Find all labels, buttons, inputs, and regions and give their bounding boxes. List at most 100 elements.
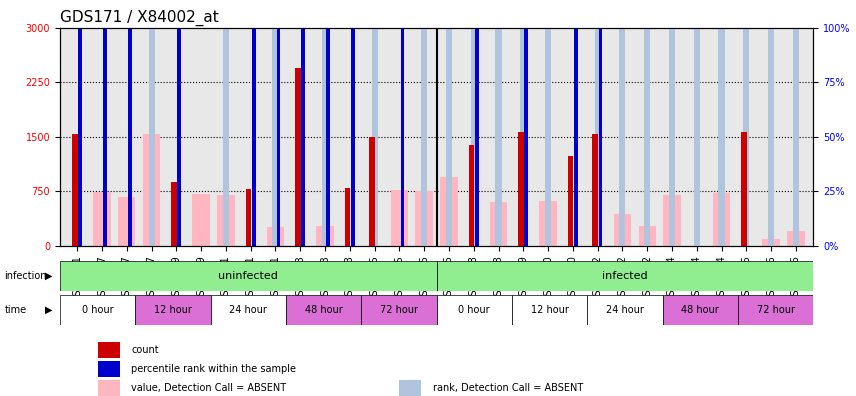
Bar xyxy=(317,226,334,246)
Bar xyxy=(223,0,229,246)
Text: 72 hour: 72 hour xyxy=(757,305,794,315)
Bar xyxy=(741,131,746,246)
Bar xyxy=(574,0,578,246)
Bar xyxy=(104,0,107,246)
Bar xyxy=(98,380,120,396)
Text: infected: infected xyxy=(602,271,648,281)
Bar xyxy=(592,134,597,246)
Bar xyxy=(93,192,110,246)
Text: 0 hour: 0 hour xyxy=(82,305,113,315)
Bar xyxy=(118,197,135,246)
Bar xyxy=(143,134,160,246)
Bar xyxy=(128,0,132,246)
Text: 24 hour: 24 hour xyxy=(229,305,267,315)
Bar xyxy=(295,68,300,246)
Text: uninfected: uninfected xyxy=(218,271,278,281)
Bar xyxy=(276,0,280,246)
FancyBboxPatch shape xyxy=(663,295,738,325)
Text: infection: infection xyxy=(4,271,47,281)
Bar xyxy=(475,0,479,246)
FancyBboxPatch shape xyxy=(587,295,663,325)
Text: value, Detection Call = ABSENT: value, Detection Call = ABSENT xyxy=(132,383,287,393)
Bar xyxy=(301,0,305,246)
Bar xyxy=(520,0,526,246)
Bar xyxy=(525,0,528,246)
Bar xyxy=(177,0,181,246)
Bar xyxy=(351,0,354,246)
FancyBboxPatch shape xyxy=(437,261,813,291)
Bar xyxy=(788,231,805,246)
Text: 12 hour: 12 hour xyxy=(531,305,568,315)
Bar xyxy=(614,214,631,246)
Bar xyxy=(496,0,502,246)
Bar xyxy=(669,0,675,246)
Text: ▶: ▶ xyxy=(45,305,52,315)
Bar xyxy=(768,0,774,246)
FancyBboxPatch shape xyxy=(60,261,437,291)
Bar xyxy=(539,200,556,246)
Bar xyxy=(595,0,601,246)
Bar xyxy=(693,0,700,246)
Bar xyxy=(372,0,377,246)
FancyBboxPatch shape xyxy=(60,295,135,325)
Bar xyxy=(518,132,524,246)
Bar xyxy=(713,193,730,246)
Bar xyxy=(148,0,155,246)
Text: 24 hour: 24 hour xyxy=(606,305,644,315)
Bar xyxy=(345,188,350,246)
Text: time: time xyxy=(4,305,27,315)
Bar xyxy=(252,0,256,246)
FancyBboxPatch shape xyxy=(286,295,361,325)
Bar xyxy=(568,156,573,246)
Bar xyxy=(639,226,656,246)
Bar xyxy=(415,191,433,246)
Bar xyxy=(490,202,507,246)
Bar xyxy=(401,0,404,246)
Text: rank, Detection Call = ABSENT: rank, Detection Call = ABSENT xyxy=(433,383,583,393)
Bar xyxy=(663,195,681,246)
FancyBboxPatch shape xyxy=(135,295,211,325)
Text: 12 hour: 12 hour xyxy=(154,305,192,315)
Bar xyxy=(246,189,251,246)
Bar xyxy=(98,361,120,377)
Bar xyxy=(793,0,799,246)
FancyBboxPatch shape xyxy=(211,295,286,325)
Bar xyxy=(272,0,278,246)
Bar xyxy=(399,380,421,396)
Bar xyxy=(193,194,210,246)
Text: 48 hour: 48 hour xyxy=(305,305,342,315)
Bar xyxy=(98,342,120,358)
FancyBboxPatch shape xyxy=(361,295,437,325)
Bar xyxy=(421,0,427,246)
Bar xyxy=(217,195,235,246)
Bar xyxy=(468,145,474,246)
Bar xyxy=(370,137,375,246)
FancyBboxPatch shape xyxy=(738,295,813,325)
Bar xyxy=(440,177,458,246)
Bar xyxy=(267,227,284,246)
Bar xyxy=(619,0,626,246)
Bar xyxy=(763,239,780,246)
Bar xyxy=(598,0,603,246)
Bar xyxy=(644,0,651,246)
Bar xyxy=(718,0,725,246)
Bar xyxy=(471,0,477,246)
Bar xyxy=(446,0,452,246)
FancyBboxPatch shape xyxy=(512,295,587,325)
Text: count: count xyxy=(132,345,159,355)
Bar xyxy=(72,134,78,246)
Bar xyxy=(79,0,82,246)
Text: 0 hour: 0 hour xyxy=(459,305,490,315)
FancyBboxPatch shape xyxy=(437,295,512,325)
Text: 48 hour: 48 hour xyxy=(681,305,719,315)
Bar xyxy=(545,0,551,246)
Bar xyxy=(743,0,749,246)
Bar xyxy=(390,190,408,246)
Text: ▶: ▶ xyxy=(45,271,52,281)
Text: 72 hour: 72 hour xyxy=(380,305,418,315)
Bar xyxy=(322,0,328,246)
Bar xyxy=(171,182,176,246)
Bar xyxy=(326,0,330,246)
Text: GDS171 / X84002_at: GDS171 / X84002_at xyxy=(60,10,218,27)
Text: percentile rank within the sample: percentile rank within the sample xyxy=(132,364,296,374)
